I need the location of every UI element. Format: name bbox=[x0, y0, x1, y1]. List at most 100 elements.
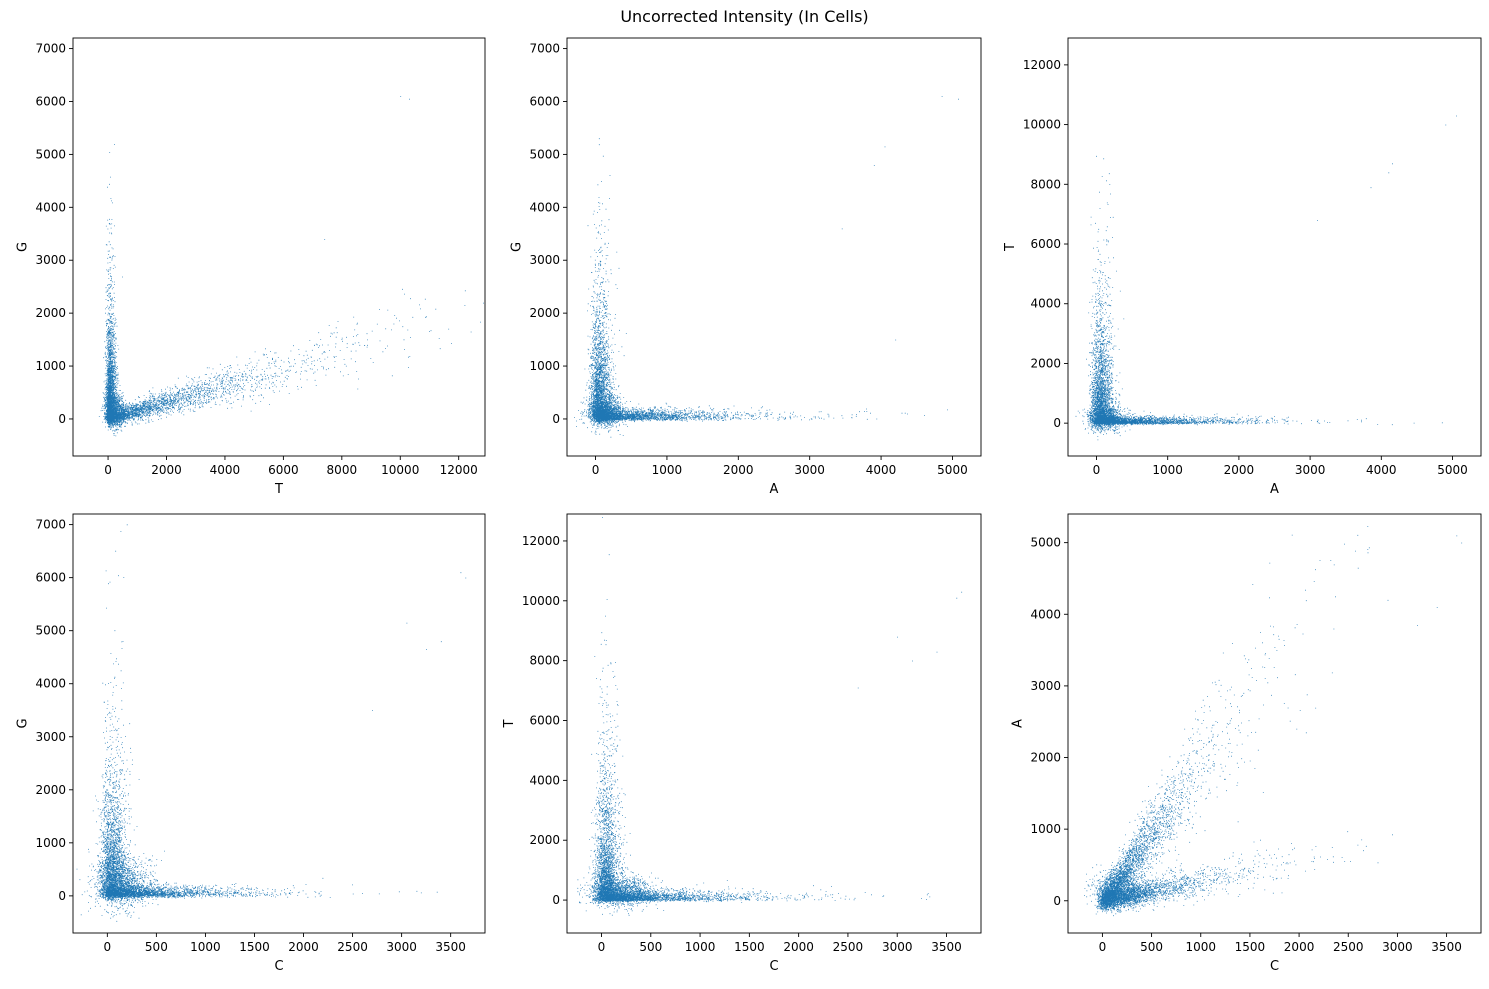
y-axis-label: G bbox=[510, 242, 525, 252]
x-axis-label: A bbox=[770, 482, 779, 497]
y-tick-label: 3000 bbox=[35, 730, 66, 744]
y-axis-label: T bbox=[1003, 243, 1018, 252]
x-tick-label: 3000 bbox=[1295, 463, 1326, 477]
y-tick-label: 5000 bbox=[529, 147, 560, 161]
y-axis-label: G bbox=[16, 242, 31, 252]
y-tick-label: 4000 bbox=[529, 773, 560, 787]
y-tick-label: 8000 bbox=[1030, 177, 1061, 191]
subplot-4: 0 500 1000 1500 2000 2500 3000 3500 0 1000 2000 300… bbox=[16, 513, 486, 974]
x-tick-label: 0 bbox=[1093, 463, 1101, 477]
y-tick-label: 7000 bbox=[529, 42, 560, 56]
y-tick-label: 10000 bbox=[1023, 118, 1061, 132]
x-tick-label: 0 bbox=[598, 940, 606, 954]
x-tick-label: 4000 bbox=[866, 463, 897, 477]
axes-frame bbox=[72, 37, 486, 457]
y-tick-label: 2000 bbox=[529, 306, 560, 320]
y-tick-label: 4000 bbox=[35, 200, 66, 214]
x-axis-label: T bbox=[274, 482, 283, 497]
y-axis-label: T bbox=[502, 719, 517, 728]
x-tick-label: 1000 bbox=[685, 940, 716, 954]
y-tick-label: 4000 bbox=[1030, 607, 1061, 621]
y-tick-label: 0 bbox=[1053, 416, 1061, 430]
x-axis-label: C bbox=[274, 959, 283, 974]
x-tick-label: 3500 bbox=[435, 940, 466, 954]
scatter-points bbox=[577, 517, 963, 916]
y-tick-label: 0 bbox=[58, 412, 66, 426]
y-tick-label: 3000 bbox=[529, 253, 560, 267]
x-tick-label: 3000 bbox=[794, 463, 825, 477]
x-axis-label: C bbox=[1270, 959, 1279, 974]
y-tick-label: 1000 bbox=[1030, 822, 1061, 836]
y-tick-label: 3000 bbox=[1030, 679, 1061, 693]
x-tick-label: 2500 bbox=[833, 940, 864, 954]
y-tick-label: 1000 bbox=[35, 359, 66, 373]
y-tick-label: 2000 bbox=[35, 306, 66, 320]
x-tick-label: 5000 bbox=[937, 463, 968, 477]
y-tick-label: 5000 bbox=[1030, 536, 1061, 550]
x-tick-label: 0 bbox=[1099, 940, 1107, 954]
x-tick-label: 2000 bbox=[1224, 463, 1255, 477]
y-tick-label: 2000 bbox=[35, 783, 66, 797]
x-tick-label: 5000 bbox=[1437, 463, 1468, 477]
x-tick-label: 2500 bbox=[1333, 940, 1364, 954]
x-tick-label: 500 bbox=[145, 940, 168, 954]
scatter-points bbox=[76, 524, 467, 922]
axes-frame bbox=[566, 513, 982, 934]
x-tick-label: 0 bbox=[592, 463, 600, 477]
y-tick-label: 6000 bbox=[529, 94, 560, 108]
y-tick-label: 0 bbox=[58, 889, 66, 903]
axes-frame bbox=[566, 37, 982, 457]
axes-frame bbox=[1067, 37, 1482, 457]
subplot-5: 0 500 1000 1500 2000 2500 3000 3500 0 2000 4000 600… bbox=[502, 513, 982, 974]
scatter-points bbox=[1075, 115, 1457, 441]
y-tick-label: 6000 bbox=[529, 714, 560, 728]
y-tick-label: 7000 bbox=[35, 518, 66, 532]
x-tick-label: 2500 bbox=[337, 940, 368, 954]
x-tick-label: 0 bbox=[104, 940, 112, 954]
scatter-points bbox=[574, 96, 959, 438]
x-tick-label: 10000 bbox=[381, 463, 419, 477]
subplot-6: 0 500 1000 1500 2000 2500 3000 3500 0 1000 2000 300… bbox=[1011, 513, 1482, 974]
y-tick-label: 1000 bbox=[35, 836, 66, 850]
scatter-points bbox=[1084, 526, 1463, 917]
y-tick-label: 4000 bbox=[529, 200, 560, 214]
y-tick-label: 5000 bbox=[35, 147, 66, 161]
x-tick-label: 2000 bbox=[151, 463, 182, 477]
y-tick-label: 0 bbox=[552, 893, 560, 907]
x-tick-label: 3500 bbox=[931, 940, 962, 954]
y-tick-label: 2000 bbox=[529, 833, 560, 847]
x-tick-label: 1000 bbox=[190, 940, 221, 954]
x-tick-label: 1000 bbox=[652, 463, 683, 477]
y-tick-label: 0 bbox=[552, 412, 560, 426]
y-tick-label: 8000 bbox=[529, 654, 560, 668]
y-tick-label: 1000 bbox=[529, 359, 560, 373]
y-tick-label: 12000 bbox=[522, 534, 560, 548]
x-tick-label: 4000 bbox=[210, 463, 241, 477]
subplot-2: 0 1000 2000 3000 4000 5000 0 1000 2000 3000 4000 50… bbox=[510, 37, 982, 497]
x-tick-label: 1500 bbox=[239, 940, 270, 954]
y-tick-label: 10000 bbox=[522, 594, 560, 608]
x-tick-label: 2000 bbox=[288, 940, 319, 954]
x-tick-label: 1500 bbox=[734, 940, 765, 954]
y-tick-label: 2000 bbox=[1030, 751, 1061, 765]
subplot-1: 0 2000 4000 6000 8000 10000 12000 0 1000 2000 3000… bbox=[16, 37, 486, 497]
x-tick-label: 2000 bbox=[723, 463, 754, 477]
y-tick-label: 3000 bbox=[35, 253, 66, 267]
x-tick-label: 1000 bbox=[1152, 463, 1183, 477]
y-tick-label: 6000 bbox=[35, 571, 66, 585]
y-tick-label: 7000 bbox=[35, 42, 66, 56]
x-tick-label: 500 bbox=[1140, 940, 1163, 954]
y-tick-label: 6000 bbox=[1030, 237, 1061, 251]
scatter-points bbox=[98, 96, 485, 437]
x-axis-label: A bbox=[1270, 482, 1279, 497]
x-tick-label: 3000 bbox=[386, 940, 417, 954]
y-tick-label: 4000 bbox=[35, 677, 66, 691]
axes-frame bbox=[72, 513, 486, 934]
x-tick-label: 2000 bbox=[1284, 940, 1315, 954]
x-tick-label: 2000 bbox=[783, 940, 814, 954]
y-axis-label: A bbox=[1011, 719, 1026, 728]
x-tick-label: 3500 bbox=[1431, 940, 1462, 954]
subplot-3: 0 1000 2000 3000 4000 5000 0 2000 4000 6000 8000 10… bbox=[1003, 37, 1482, 497]
y-tick-label: 5000 bbox=[35, 624, 66, 638]
